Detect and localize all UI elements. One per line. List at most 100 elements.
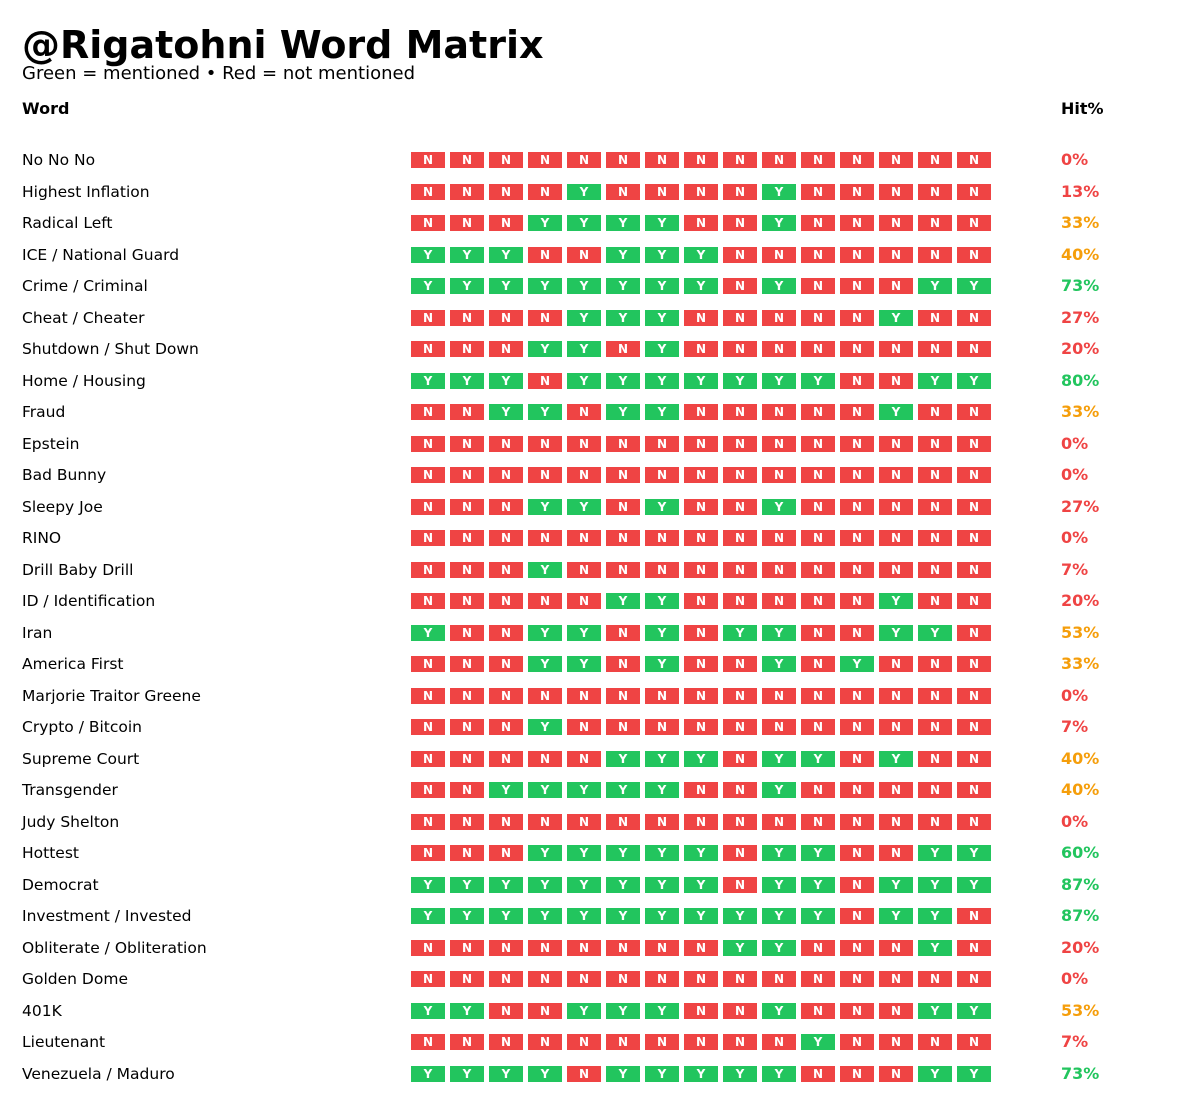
mentioned-cell: Y <box>567 341 601 357</box>
row-word-label: Highest Inflation <box>22 182 150 201</box>
not-mentioned-cell: N <box>489 530 523 546</box>
not-mentioned-cell: N <box>840 845 874 861</box>
mentioned-cell: Y <box>918 372 952 389</box>
mentioned-cell: Y <box>489 908 523 924</box>
mentioned-cell: Y <box>450 372 484 389</box>
mentioned-cell: Y <box>645 215 679 231</box>
not-mentioned-cell: N <box>879 1034 913 1050</box>
not-mentioned-cell: N <box>645 183 679 200</box>
not-mentioned-cell: N <box>723 1034 757 1050</box>
mentioned-cell: Y <box>645 908 679 924</box>
hit-percentage: 87% <box>1061 906 1100 925</box>
mentioned-cell: Y <box>606 404 640 420</box>
not-mentioned-cell: N <box>528 593 562 609</box>
mentioned-cell: Y <box>918 1065 952 1082</box>
row-word-label: RINO <box>22 529 62 547</box>
not-mentioned-cell: N <box>411 341 445 357</box>
mentioned-cell: Y <box>567 215 601 231</box>
mentioned-cell: Y <box>528 561 562 578</box>
not-mentioned-cell: N <box>489 719 523 735</box>
mentioned-cell: Y <box>567 498 601 515</box>
mentioned-cell: Y <box>645 845 679 861</box>
not-mentioned-cell: N <box>606 813 640 830</box>
mentioned-cell: Y <box>762 750 796 767</box>
not-mentioned-cell: N <box>879 939 913 956</box>
column-header-word: Word <box>22 99 70 118</box>
not-mentioned-cell: N <box>801 309 835 326</box>
not-mentioned-cell: N <box>801 152 835 168</box>
not-mentioned-cell: N <box>411 1034 445 1050</box>
mentioned-cell: Y <box>489 404 523 420</box>
hit-percentage: 27% <box>1061 307 1100 327</box>
not-mentioned-cell: N <box>528 435 562 452</box>
not-mentioned-cell: N <box>411 183 445 200</box>
not-mentioned-cell: N <box>801 215 835 231</box>
not-mentioned-cell: N <box>450 719 484 735</box>
not-mentioned-cell: N <box>411 845 445 861</box>
table-row: RINO N N N N N N N N N N N N N N N 0% <box>0 528 1200 560</box>
hit-percentage: 60% <box>1061 843 1100 862</box>
not-mentioned-cell: N <box>489 1002 523 1019</box>
not-mentioned-cell: N <box>567 593 601 609</box>
not-mentioned-cell: N <box>840 971 874 987</box>
not-mentioned-cell: N <box>840 215 874 231</box>
not-mentioned-cell: N <box>450 624 484 641</box>
not-mentioned-cell: N <box>801 593 835 609</box>
mentioned-cell: Y <box>411 372 445 389</box>
not-mentioned-cell: N <box>957 719 991 735</box>
not-mentioned-cell: N <box>840 246 874 263</box>
not-mentioned-cell: N <box>528 1002 562 1019</box>
not-mentioned-cell: N <box>411 152 445 168</box>
hit-percentage: 20% <box>1061 591 1100 610</box>
not-mentioned-cell: N <box>762 435 796 452</box>
not-mentioned-cell: N <box>684 152 718 168</box>
table-row: Transgender N N Y Y Y Y Y N N Y N N N N N 40% <box>0 780 1200 812</box>
not-mentioned-cell: N <box>762 152 796 168</box>
not-mentioned-cell: N <box>840 1034 874 1050</box>
mentioned-cell: Y <box>489 1065 523 1082</box>
not-mentioned-cell: N <box>801 561 835 578</box>
not-mentioned-cell: N <box>567 719 601 735</box>
mentioned-cell: Y <box>879 309 913 326</box>
mentioned-cell: Y <box>567 876 601 893</box>
row-word-label: Transgender <box>22 781 118 799</box>
not-mentioned-cell: N <box>840 467 874 483</box>
not-mentioned-cell: N <box>723 246 757 263</box>
hit-percentage: 33% <box>1061 213 1100 232</box>
not-mentioned-cell: N <box>879 152 913 168</box>
not-mentioned-cell: N <box>450 530 484 546</box>
not-mentioned-cell: N <box>606 467 640 483</box>
not-mentioned-cell: N <box>411 782 445 798</box>
mentioned-cell: Y <box>684 750 718 767</box>
not-mentioned-cell: N <box>801 467 835 483</box>
hit-percentage: 53% <box>1061 1000 1100 1020</box>
hit-percentage: 40% <box>1061 244 1100 264</box>
table-row: Bad Bunny N N N N N N N N N N N N N N N 0% <box>0 465 1200 497</box>
not-mentioned-cell: N <box>879 813 913 830</box>
mentioned-cell: Y <box>684 876 718 893</box>
not-mentioned-cell: N <box>528 687 562 704</box>
mentioned-cell: Y <box>879 624 913 641</box>
not-mentioned-cell: N <box>528 813 562 830</box>
hit-percentage: 13% <box>1061 181 1100 201</box>
not-mentioned-cell: N <box>567 939 601 956</box>
mentioned-cell: Y <box>489 278 523 294</box>
mentioned-cell: Y <box>840 656 874 672</box>
mentioned-cell: Y <box>450 1065 484 1082</box>
not-mentioned-cell: N <box>723 215 757 231</box>
table-row: Crypto / Bitcoin N N N Y N N N N N N N N N N N 7% <box>0 717 1200 749</box>
not-mentioned-cell: N <box>489 593 523 609</box>
not-mentioned-cell: N <box>840 876 874 893</box>
not-mentioned-cell: N <box>957 183 991 200</box>
not-mentioned-cell: N <box>840 152 874 168</box>
not-mentioned-cell: N <box>489 309 523 326</box>
mentioned-cell: Y <box>684 246 718 263</box>
table-row: No No No N N N N N N N N N N N N N N N 0% <box>0 150 1200 182</box>
not-mentioned-cell: N <box>801 435 835 452</box>
not-mentioned-cell: N <box>840 593 874 609</box>
mentioned-cell: Y <box>645 876 679 893</box>
table-row: Lieutenant N N N N N N N N N N Y N N N N 7% <box>0 1032 1200 1064</box>
not-mentioned-cell: N <box>489 215 523 231</box>
not-mentioned-cell: N <box>723 530 757 546</box>
mentioned-cell: Y <box>528 498 562 515</box>
